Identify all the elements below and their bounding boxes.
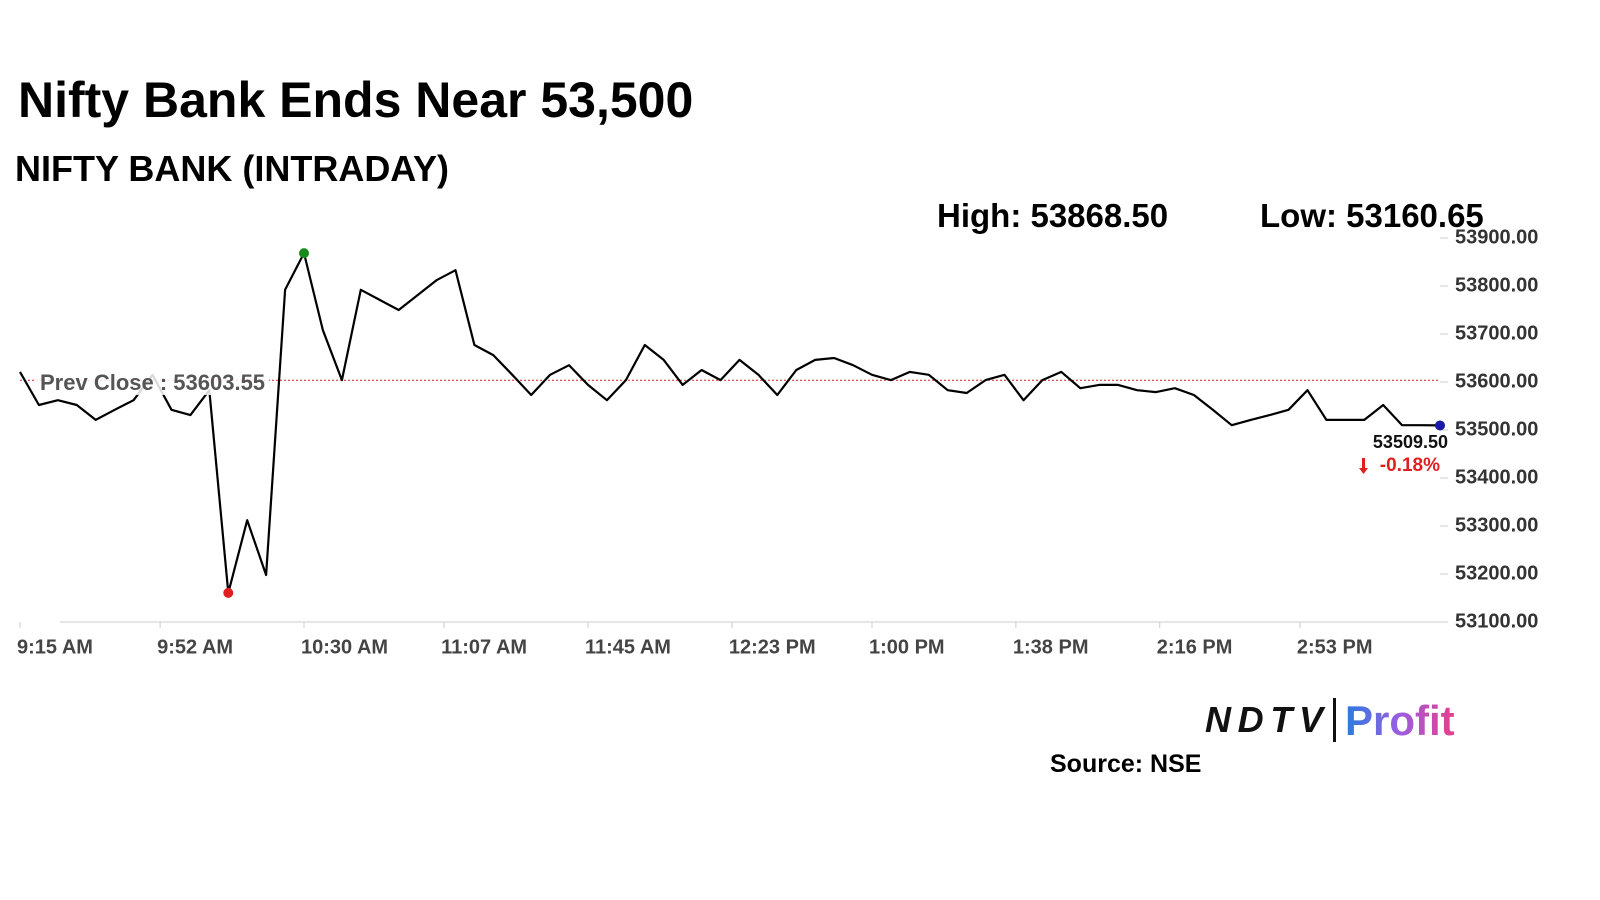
y-tick-label: 53600.00 (1455, 370, 1538, 392)
change-arrow (1359, 458, 1368, 474)
y-tick-label: 53300.00 (1455, 514, 1538, 536)
prev-close-label-bg (36, 370, 270, 395)
change-label: -0.18% (1380, 455, 1440, 476)
high-marker (299, 248, 309, 259)
chart-subtitle: NIFTY BANK (INTRADAY) (15, 148, 449, 189)
x-tick-label: 11:07 AM (441, 636, 527, 658)
y-tick-label: 53800.00 (1455, 274, 1538, 296)
close-label: 53509.50 (1373, 432, 1448, 452)
chart-title: Nifty Bank Ends Near 53,500 (18, 72, 693, 128)
y-tick-label: 53700.00 (1455, 322, 1538, 344)
x-tick-label: 9:52 AM (157, 636, 233, 658)
prev-close-label: Prev Close : 53603.55 (40, 370, 265, 395)
y-tick-label: 53200.00 (1455, 562, 1538, 584)
x-tick-label: 12:23 PM (729, 636, 816, 658)
brand-profit: Profit (1345, 697, 1455, 744)
low-marker (223, 587, 234, 598)
y-tick-label: 53900.00 (1455, 226, 1538, 248)
x-tick-label: 2:16 PM (1157, 636, 1233, 658)
high-label: High: 53868.50 (937, 197, 1168, 234)
y-tick-label: 53100.00 (1455, 610, 1538, 632)
x-tick-label: 10:30 AM (301, 636, 388, 658)
x-tick-label: 2:53 PM (1297, 636, 1373, 658)
close-marker (1435, 420, 1445, 431)
y-tick-label: 53400.00 (1455, 466, 1538, 488)
x-tick-label: 11:45 AM (585, 636, 671, 658)
x-tick-label: 9:15 AM (17, 636, 93, 658)
brand-divider (1333, 698, 1336, 742)
low-label: Low: 53160.65 (1260, 197, 1484, 234)
source: Source: NSE (1050, 750, 1201, 778)
brand-ndtv: NDTV (1205, 699, 1326, 740)
x-tick-label: 1:00 PM (869, 636, 945, 658)
x-tick-label: 1:38 PM (1013, 636, 1089, 658)
price-line (19, 252, 1441, 594)
y-tick-label: 53500.00 (1455, 418, 1538, 440)
